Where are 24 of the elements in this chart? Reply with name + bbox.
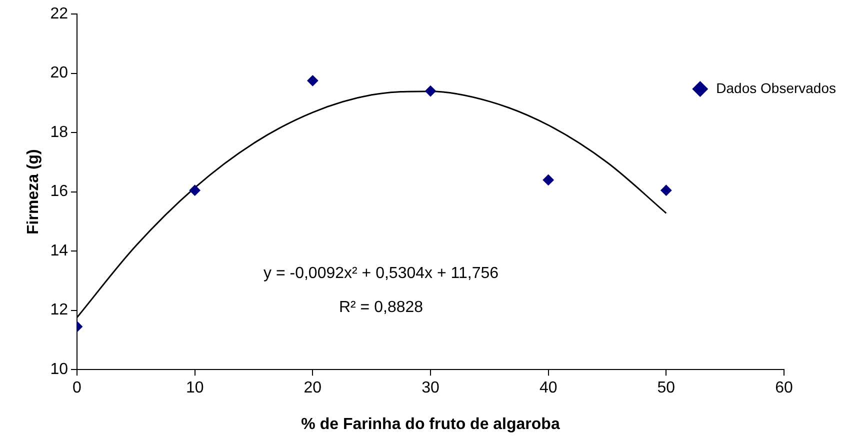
x-tick-label: 20 <box>304 380 322 397</box>
point <box>307 75 318 86</box>
x-tick-label: 60 <box>775 380 793 397</box>
x-tick-label: 30 <box>422 380 440 397</box>
point <box>660 184 672 196</box>
y-tick-label: 10 <box>50 361 68 378</box>
legend-label: Dados Observados <box>716 80 836 96</box>
point <box>425 86 436 97</box>
point <box>189 184 200 196</box>
y-tick-label: 22 <box>50 5 68 22</box>
y-tick-label: 20 <box>50 64 68 82</box>
point <box>542 174 554 186</box>
x-tick-label: 50 <box>657 380 676 397</box>
x-tick-label: 40 <box>539 380 558 397</box>
annotation: y = -0,0092x² + 0,5304x + 11,756 <box>264 264 499 282</box>
y-tick-label: 18 <box>50 124 68 141</box>
x-tick-label: 0 <box>72 380 82 397</box>
x-tick-label: 10 <box>186 380 204 397</box>
annotation: R² = 0,8828 <box>338 298 424 316</box>
y-tick-label: 12 <box>50 302 68 319</box>
y-axis-title: Firmeza (g) <box>25 149 42 234</box>
y-tick-label: 16 <box>50 183 68 200</box>
x-axis-title: % de Farinha do fruto de algaroba <box>301 416 560 433</box>
y-tick-label: 14 <box>50 242 68 260</box>
